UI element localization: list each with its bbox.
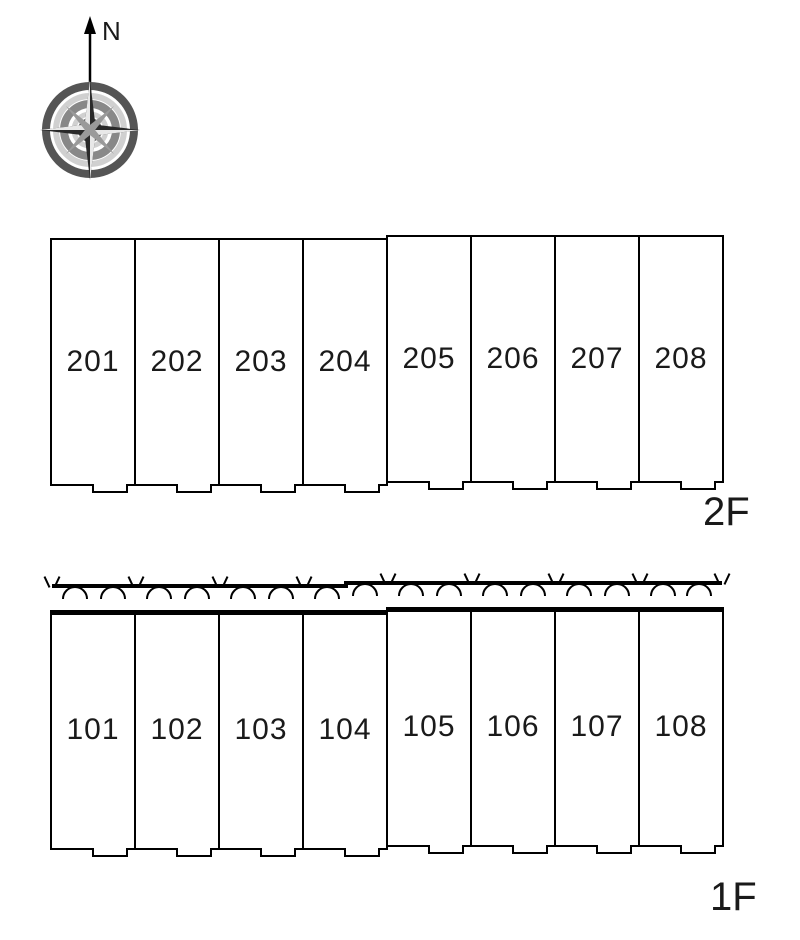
unit-102: 102 [134,610,220,850]
unit-202: 202 [134,238,220,486]
unit-206: 206 [470,235,556,483]
window-notch [176,484,212,493]
unit-201: 201 [50,238,136,486]
floor-1f-units: 101 102 103 104 105 106 107 108 [50,610,724,850]
unit-108: 108 [638,607,724,847]
unit-106: 106 [470,607,556,847]
unit-label: 104 [318,713,371,747]
floor-1f: 101 102 103 104 105 106 107 108 [50,610,724,850]
floor-2f: 201 202 203 204 205 206 207 208 [50,238,724,486]
window-notch [596,481,632,490]
unit-label: 108 [654,710,707,744]
window-notch [176,848,212,857]
window-notch [260,484,296,493]
unit-label: 106 [486,710,539,744]
window-notch [344,484,380,493]
unit-101: 101 [50,610,136,850]
unit-205: 205 [386,235,472,483]
unit-103: 103 [218,610,304,850]
window-notch [512,845,548,854]
compass-n-label: N [102,16,121,46]
unit-204: 204 [302,238,388,486]
compass-rose: N [30,12,150,207]
unit-label: 207 [570,342,623,376]
unit-104: 104 [302,610,388,850]
unit-label: 205 [402,342,455,376]
unit-label: 202 [150,345,203,379]
unit-label: 204 [318,345,371,379]
compass-icon: N [30,12,150,202]
window-notch [344,848,380,857]
unit-label: 201 [66,345,119,379]
unit-107: 107 [554,607,640,847]
window-notch [260,848,296,857]
unit-207: 207 [554,235,640,483]
unit-label: 203 [234,345,287,379]
unit-203: 203 [218,238,304,486]
unit-label: 103 [234,713,287,747]
unit-105: 105 [386,607,472,847]
window-notch [680,481,716,490]
unit-208: 208 [638,235,724,483]
window-notch [512,481,548,490]
unit-label: 107 [570,710,623,744]
window-notch [428,481,464,490]
door-icon [722,581,800,609]
window-notch [428,845,464,854]
floor-label-2f: 2F [703,490,750,535]
window-notch [596,845,632,854]
window-notch [92,848,128,857]
window-notch [680,845,716,854]
floor-label-1f: 1F [710,875,757,920]
unit-label: 208 [654,342,707,376]
floor-2f-units: 201 202 203 204 205 206 207 208 [50,238,724,486]
unit-label: 102 [150,713,203,747]
unit-label: 105 [402,710,455,744]
unit-label: 101 [66,713,119,747]
window-notch [92,484,128,493]
unit-label: 206 [486,342,539,376]
